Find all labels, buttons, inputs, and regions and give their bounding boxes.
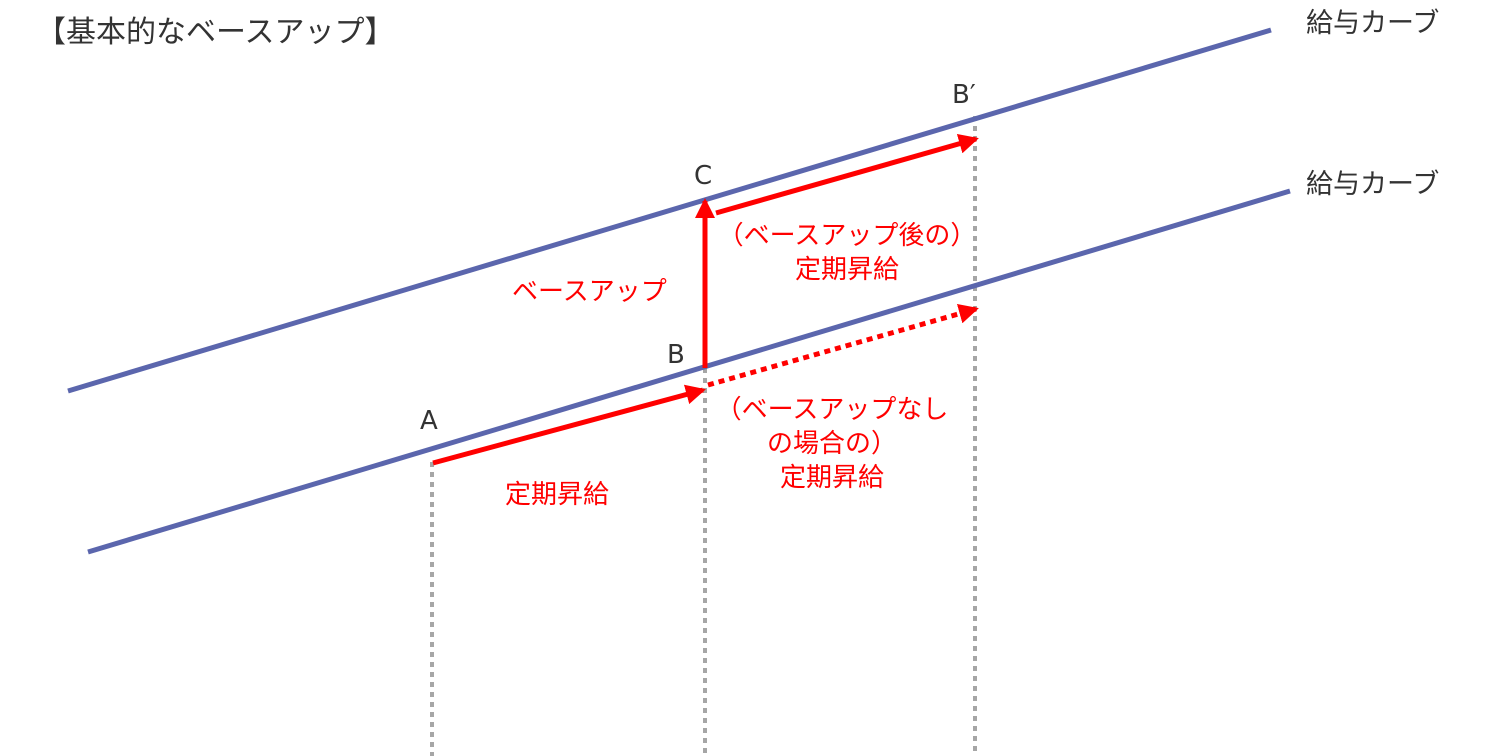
after-base-up-line-1: （ベースアップ後の） (717, 221, 977, 251)
without-base-up-line-1: （ベースアップなし (715, 395, 949, 425)
salary-curve-lower (87, 188, 1291, 555)
arrow-regular-raise-a-to-b (432, 384, 706, 466)
without-base-up-line-2: の場合の） (766, 429, 897, 459)
salary-curve-upper (67, 27, 1272, 394)
base-up-label: ベースアップ (512, 277, 667, 307)
arrow-regular-raise-without-base-up (707, 304, 979, 388)
point-b-prime-label: B′ (952, 80, 976, 110)
salary-curve-lower-label: 給与カーブ (1306, 169, 1440, 200)
diagram-title: 【基本的なベースアップ】 (36, 15, 395, 50)
after-base-up-line-2: 定期昇給 (794, 255, 899, 285)
point-a-label: A (420, 406, 438, 436)
regular-raise-label: 定期昇給 (505, 480, 610, 510)
after-base-up-regular-raise-label: （ベースアップ後の） 定期昇給 (702, 219, 992, 287)
point-b-label: B (667, 340, 685, 370)
without-base-up-line-3: 定期昇給 (779, 463, 884, 493)
without-base-up-regular-raise-label: （ベースアップなし の場合の） 定期昇給 (697, 393, 967, 495)
arrow-regular-raise-c-to-b-prime (715, 134, 979, 216)
salary-curve-upper-label: 給与カーブ (1306, 8, 1440, 39)
point-c-label: C (694, 161, 713, 191)
